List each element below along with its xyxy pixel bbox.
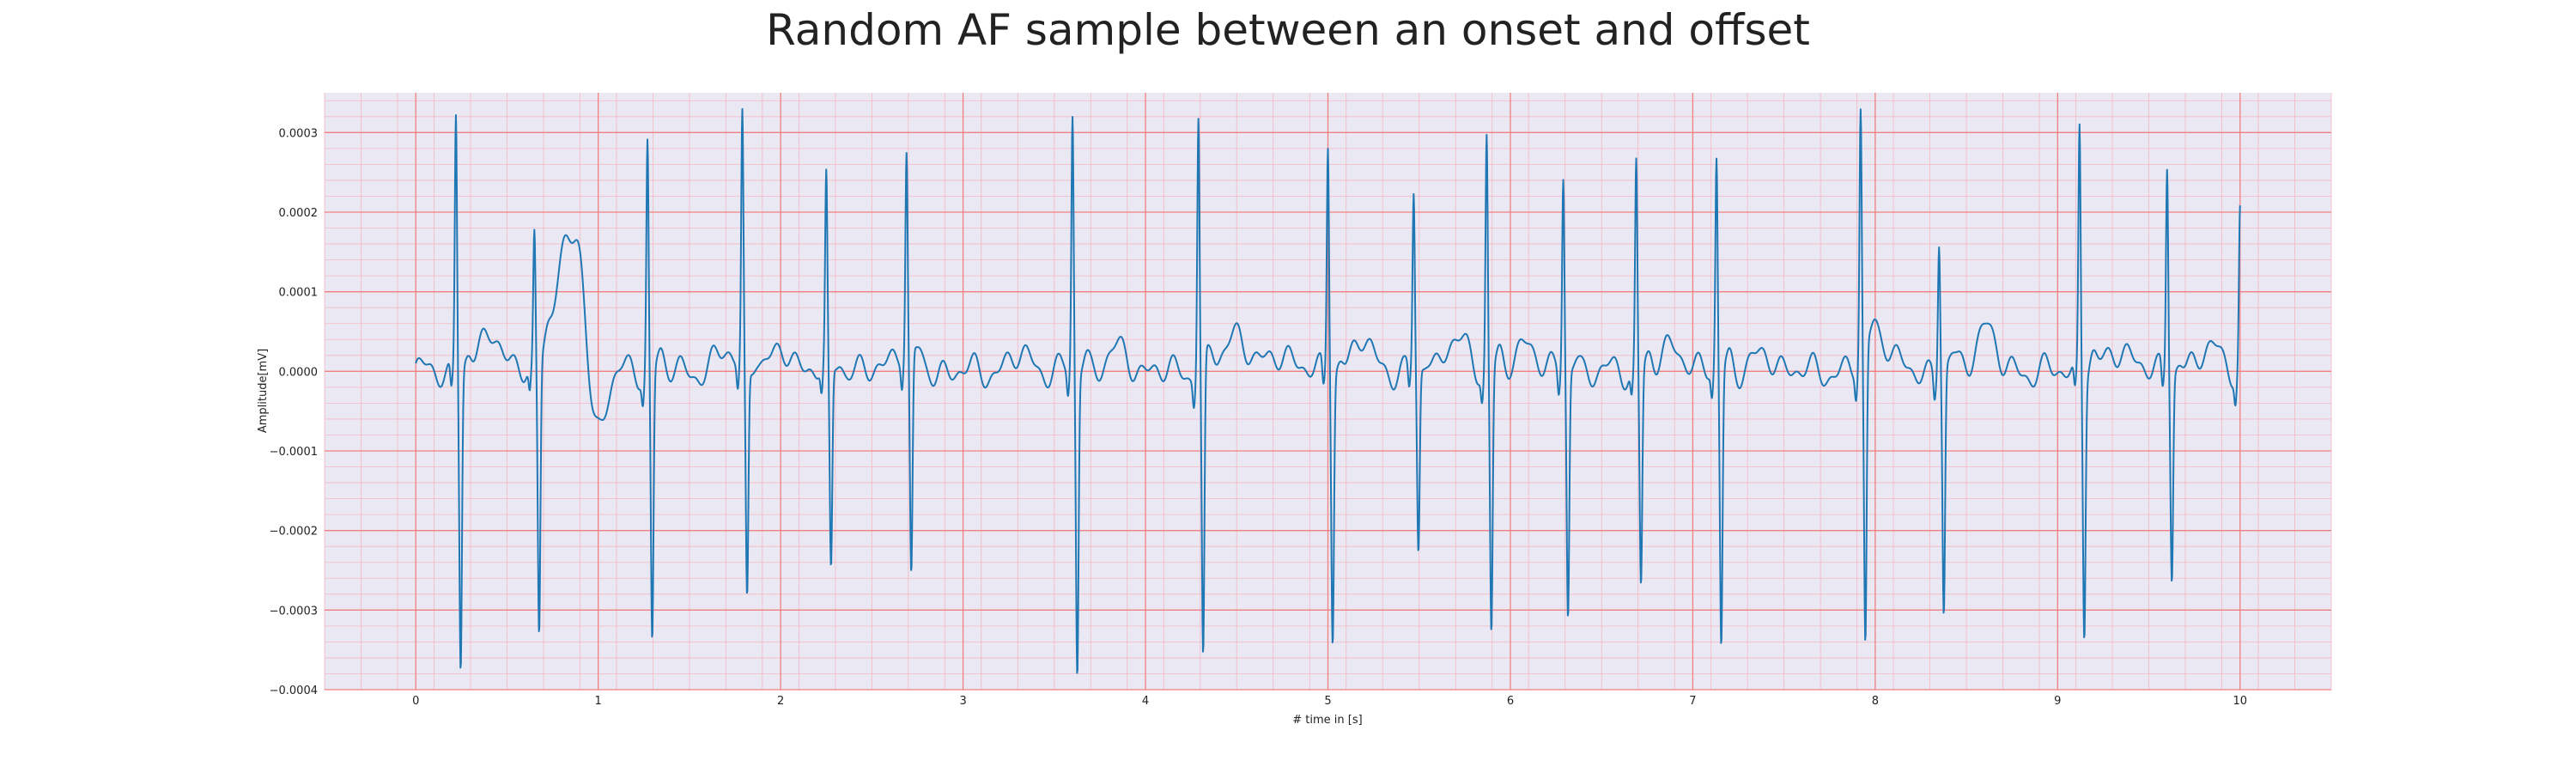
ecg-series-line: [415, 107, 2241, 674]
x-tick-labels: 0 1 2 3 4 5 6 7 8 9 10: [412, 695, 2247, 708]
y-tick-label: −0.0003: [270, 605, 318, 618]
x-tick-label: 8: [1872, 695, 1879, 708]
y-tick-label: −0.0001: [270, 446, 318, 459]
y-axis-label: Amplitude[mV]: [257, 349, 270, 433]
x-tick-label: 7: [1689, 695, 1696, 708]
series-layer: [415, 107, 2241, 674]
x-tick-label: 0: [412, 695, 419, 708]
y-tick-labels: −0.0004 −0.0003 −0.0002 −0.0001 0.0000 0.0001…: [270, 127, 318, 697]
x-tick-label: 2: [777, 695, 784, 708]
y-tick-label: 0.0000: [279, 366, 319, 379]
major-grid: [325, 93, 2331, 691]
y-tick-label: −0.0002: [270, 526, 318, 539]
x-tick-label: 4: [1142, 695, 1149, 708]
chart-title: Random AF sample between an onset and of…: [766, 5, 1810, 55]
y-tick-label: 0.0001: [279, 287, 319, 300]
y-tick-label: 0.0003: [279, 127, 319, 140]
x-axis-label: # time in [s]: [1292, 714, 1362, 727]
x-tick-label: 5: [1324, 695, 1331, 708]
x-tick-label: 6: [1507, 695, 1514, 708]
x-tick-label: 10: [2233, 695, 2247, 708]
x-tick-label: 1: [595, 695, 602, 708]
y-tick-label: 0.0002: [279, 207, 319, 220]
y-tick-label: −0.0004: [270, 685, 318, 697]
x-tick-label: 3: [959, 695, 966, 708]
x-tick-label: 9: [2054, 695, 2061, 708]
